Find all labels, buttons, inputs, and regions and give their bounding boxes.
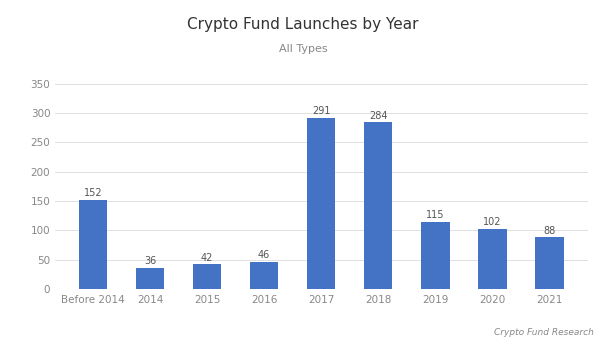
Text: 102: 102 bbox=[483, 217, 502, 227]
Bar bbox=[307, 118, 336, 289]
Text: 152: 152 bbox=[84, 188, 102, 198]
Text: 36: 36 bbox=[144, 256, 156, 266]
Text: 42: 42 bbox=[201, 253, 213, 262]
Text: All Types: All Types bbox=[279, 44, 327, 54]
Bar bbox=[250, 262, 278, 289]
Text: 291: 291 bbox=[312, 106, 330, 117]
Text: 284: 284 bbox=[369, 110, 387, 121]
Bar bbox=[364, 122, 393, 289]
Text: 88: 88 bbox=[543, 226, 556, 236]
Bar bbox=[421, 222, 450, 289]
Text: 46: 46 bbox=[258, 250, 270, 260]
Text: Crypto Fund Research: Crypto Fund Research bbox=[494, 328, 594, 337]
Bar bbox=[478, 229, 507, 289]
Bar bbox=[535, 237, 564, 289]
Bar bbox=[136, 268, 164, 289]
Text: Crypto Fund Launches by Year: Crypto Fund Launches by Year bbox=[187, 17, 419, 32]
Bar bbox=[79, 200, 107, 289]
Bar bbox=[193, 265, 221, 289]
Text: 115: 115 bbox=[426, 210, 444, 220]
